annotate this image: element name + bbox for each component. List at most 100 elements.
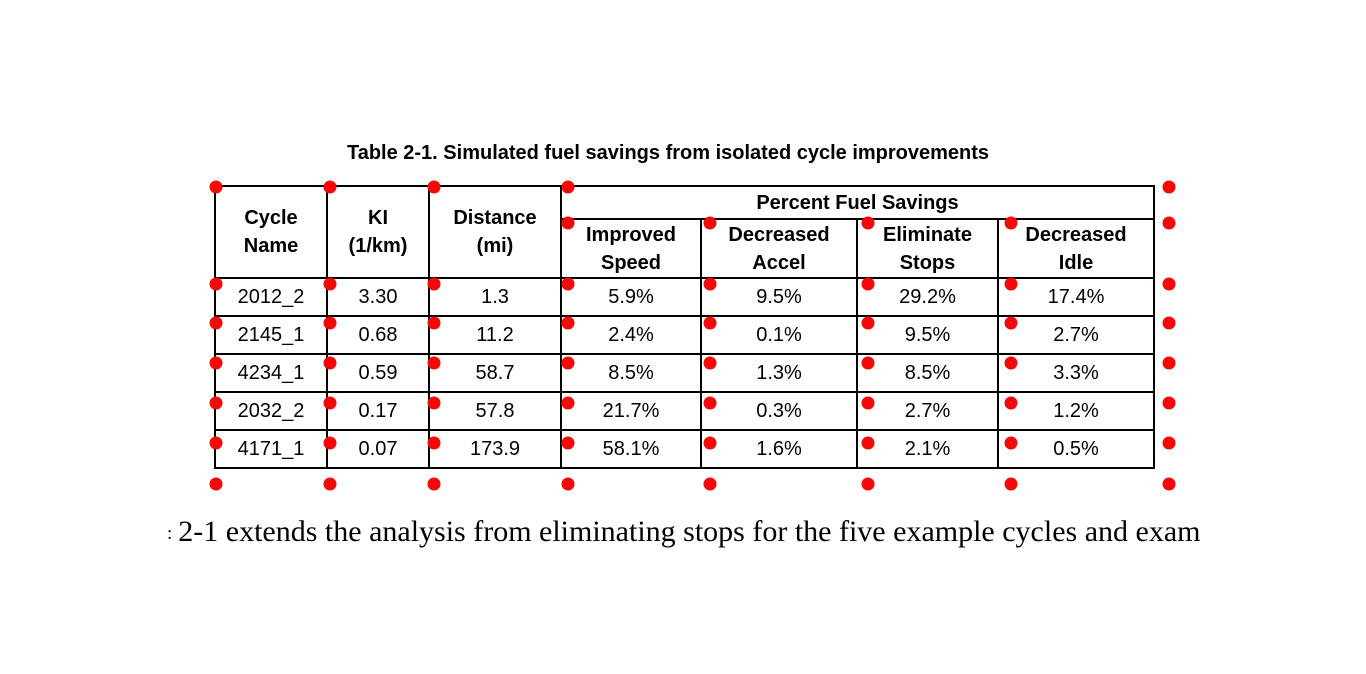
table-cell: 0.5% — [997, 429, 1155, 469]
grid-intersection-dot — [1162, 356, 1176, 370]
grid-intersection-dot — [323, 477, 337, 491]
table-cell: 58.7 — [428, 353, 562, 393]
grid-intersection-dot — [323, 180, 337, 194]
grid-intersection-dot — [861, 436, 875, 450]
grid-intersection-dot — [703, 277, 717, 291]
grid-intersection-dot — [209, 436, 223, 450]
header-row-sub: Improved Speed Decreased Accel Eliminate… — [215, 218, 1155, 279]
grid-intersection-dot — [703, 396, 717, 410]
grid-intersection-dot — [1162, 477, 1176, 491]
header-line: Eliminate — [883, 223, 972, 246]
grid-intersection-dot — [1162, 316, 1176, 330]
table-cell: 1.6% — [700, 429, 858, 469]
table-cell: 4234_1 — [214, 353, 328, 393]
table-cell: 3.3% — [997, 353, 1155, 393]
table-cell: 8.5% — [856, 353, 999, 393]
grid-intersection-dot — [427, 396, 441, 410]
grid-intersection-dot — [1004, 436, 1018, 450]
header-line: Name — [243, 235, 299, 257]
header-row-group: Cycle Name KI (1/km) Distance (mi) Perce… — [214, 185, 1155, 279]
table-cell: 2032_2 — [214, 391, 328, 431]
table-cell: 0.07 — [326, 429, 430, 469]
grid-intersection-dot — [561, 396, 575, 410]
grid-intersection-dot — [1162, 180, 1176, 194]
grid-intersection-dot — [561, 356, 575, 370]
table-cell: 8.5% — [560, 353, 702, 393]
table-cell: 57.8 — [428, 391, 562, 431]
table-cell: 58.1% — [560, 429, 702, 469]
grid-intersection-dot — [561, 180, 575, 194]
table-body: 2012_2 3.30 1.3 5.9% 9.5% 29.2% 17.4% 2145_1 0.6… — [214, 277, 1155, 469]
grid-intersection-dot — [209, 180, 223, 194]
grid-intersection-dot — [861, 396, 875, 410]
grid-intersection-dot — [427, 180, 441, 194]
table-cell: 9.5% — [856, 315, 999, 355]
grid-intersection-dot — [1004, 216, 1018, 230]
grid-intersection-dot — [1162, 436, 1176, 450]
header-line: Decreased — [728, 223, 830, 246]
header-line: Stops — [899, 251, 956, 274]
group-header-percent-fuel-savings: Percent Fuel Savings — [560, 185, 1155, 220]
grid-intersection-dot — [323, 396, 337, 410]
column-header-eliminate-stops: Eliminate Stops — [856, 218, 999, 279]
column-header-improved-speed: Improved Speed — [560, 218, 702, 279]
clipped-text-fragment: : — [167, 523, 173, 544]
grid-intersection-dot — [1004, 277, 1018, 291]
grid-intersection-dot — [861, 277, 875, 291]
table-cell: 0.59 — [326, 353, 430, 393]
grid-intersection-dot — [861, 316, 875, 330]
header-line: Speed — [600, 251, 662, 274]
grid-intersection-dot — [1004, 477, 1018, 491]
table-caption: Table 2-1. Simulated fuel savings from i… — [346, 142, 990, 164]
fuel-savings-table: Cycle Name KI (1/km) Distance (mi) Perce… — [214, 185, 1155, 469]
grid-intersection-dot — [427, 477, 441, 491]
grid-intersection-dot — [861, 356, 875, 370]
body-text-content: 2-1 extends the analysis from eliminatin… — [178, 515, 1201, 548]
table-cell: 0.1% — [700, 315, 858, 355]
header-line: Idle — [1058, 251, 1094, 274]
grid-intersection-dot — [861, 216, 875, 230]
grid-intersection-dot — [561, 436, 575, 450]
grid-intersection-dot — [1162, 216, 1176, 230]
grid-intersection-dot — [703, 436, 717, 450]
grid-intersection-dot — [703, 356, 717, 370]
grid-intersection-dot — [209, 316, 223, 330]
table-cell: 11.2 — [428, 315, 562, 355]
grid-intersection-dot — [703, 316, 717, 330]
table-cell: 2.7% — [997, 315, 1155, 355]
grid-intersection-dot — [1162, 277, 1176, 291]
grid-intersection-dot — [427, 356, 441, 370]
grid-intersection-dot — [561, 216, 575, 230]
grid-intersection-dot — [561, 477, 575, 491]
table-row: 2012_2 3.30 1.3 5.9% 9.5% 29.2% 17.4% — [214, 277, 1155, 317]
table-cell: 0.17 — [326, 391, 430, 431]
header-line: Distance — [453, 207, 537, 229]
table-cell: 1.3 — [428, 277, 562, 317]
table-row: 2145_1 0.68 11.2 2.4% 0.1% 9.5% 2.7% — [214, 315, 1155, 355]
grid-intersection-dot — [209, 356, 223, 370]
header-line: Improved — [585, 223, 677, 246]
column-header-distance: Distance (mi) — [428, 185, 562, 279]
grid-intersection-dot — [323, 316, 337, 330]
grid-intersection-dot — [1004, 396, 1018, 410]
table-cell: 1.3% — [700, 353, 858, 393]
grid-intersection-dot — [427, 436, 441, 450]
table-cell: 0.68 — [326, 315, 430, 355]
header-line: Cycle — [244, 207, 298, 229]
column-header-decreased-idle: Decreased Idle — [997, 218, 1155, 279]
table-cell: 29.2% — [856, 277, 999, 317]
grid-intersection-dot — [209, 396, 223, 410]
grid-intersection-dot — [323, 277, 337, 291]
grid-intersection-dot — [703, 216, 717, 230]
column-header-cycle-name: Cycle Name — [214, 185, 328, 279]
table-cell: 9.5% — [700, 277, 858, 317]
grid-intersection-dot — [1162, 396, 1176, 410]
table-cell: 2.4% — [560, 315, 702, 355]
body-paragraph: :2-1 extends the analysis from eliminati… — [167, 514, 1200, 552]
grid-intersection-dot — [323, 356, 337, 370]
table-header: Cycle Name KI (1/km) Distance (mi) Perce… — [214, 185, 1155, 279]
header-line: KI — [368, 207, 388, 229]
table-row: 4171_1 0.07 173.9 58.1% 1.6% 2.1% 0.5% — [214, 429, 1155, 469]
table-cell: 2.1% — [856, 429, 999, 469]
